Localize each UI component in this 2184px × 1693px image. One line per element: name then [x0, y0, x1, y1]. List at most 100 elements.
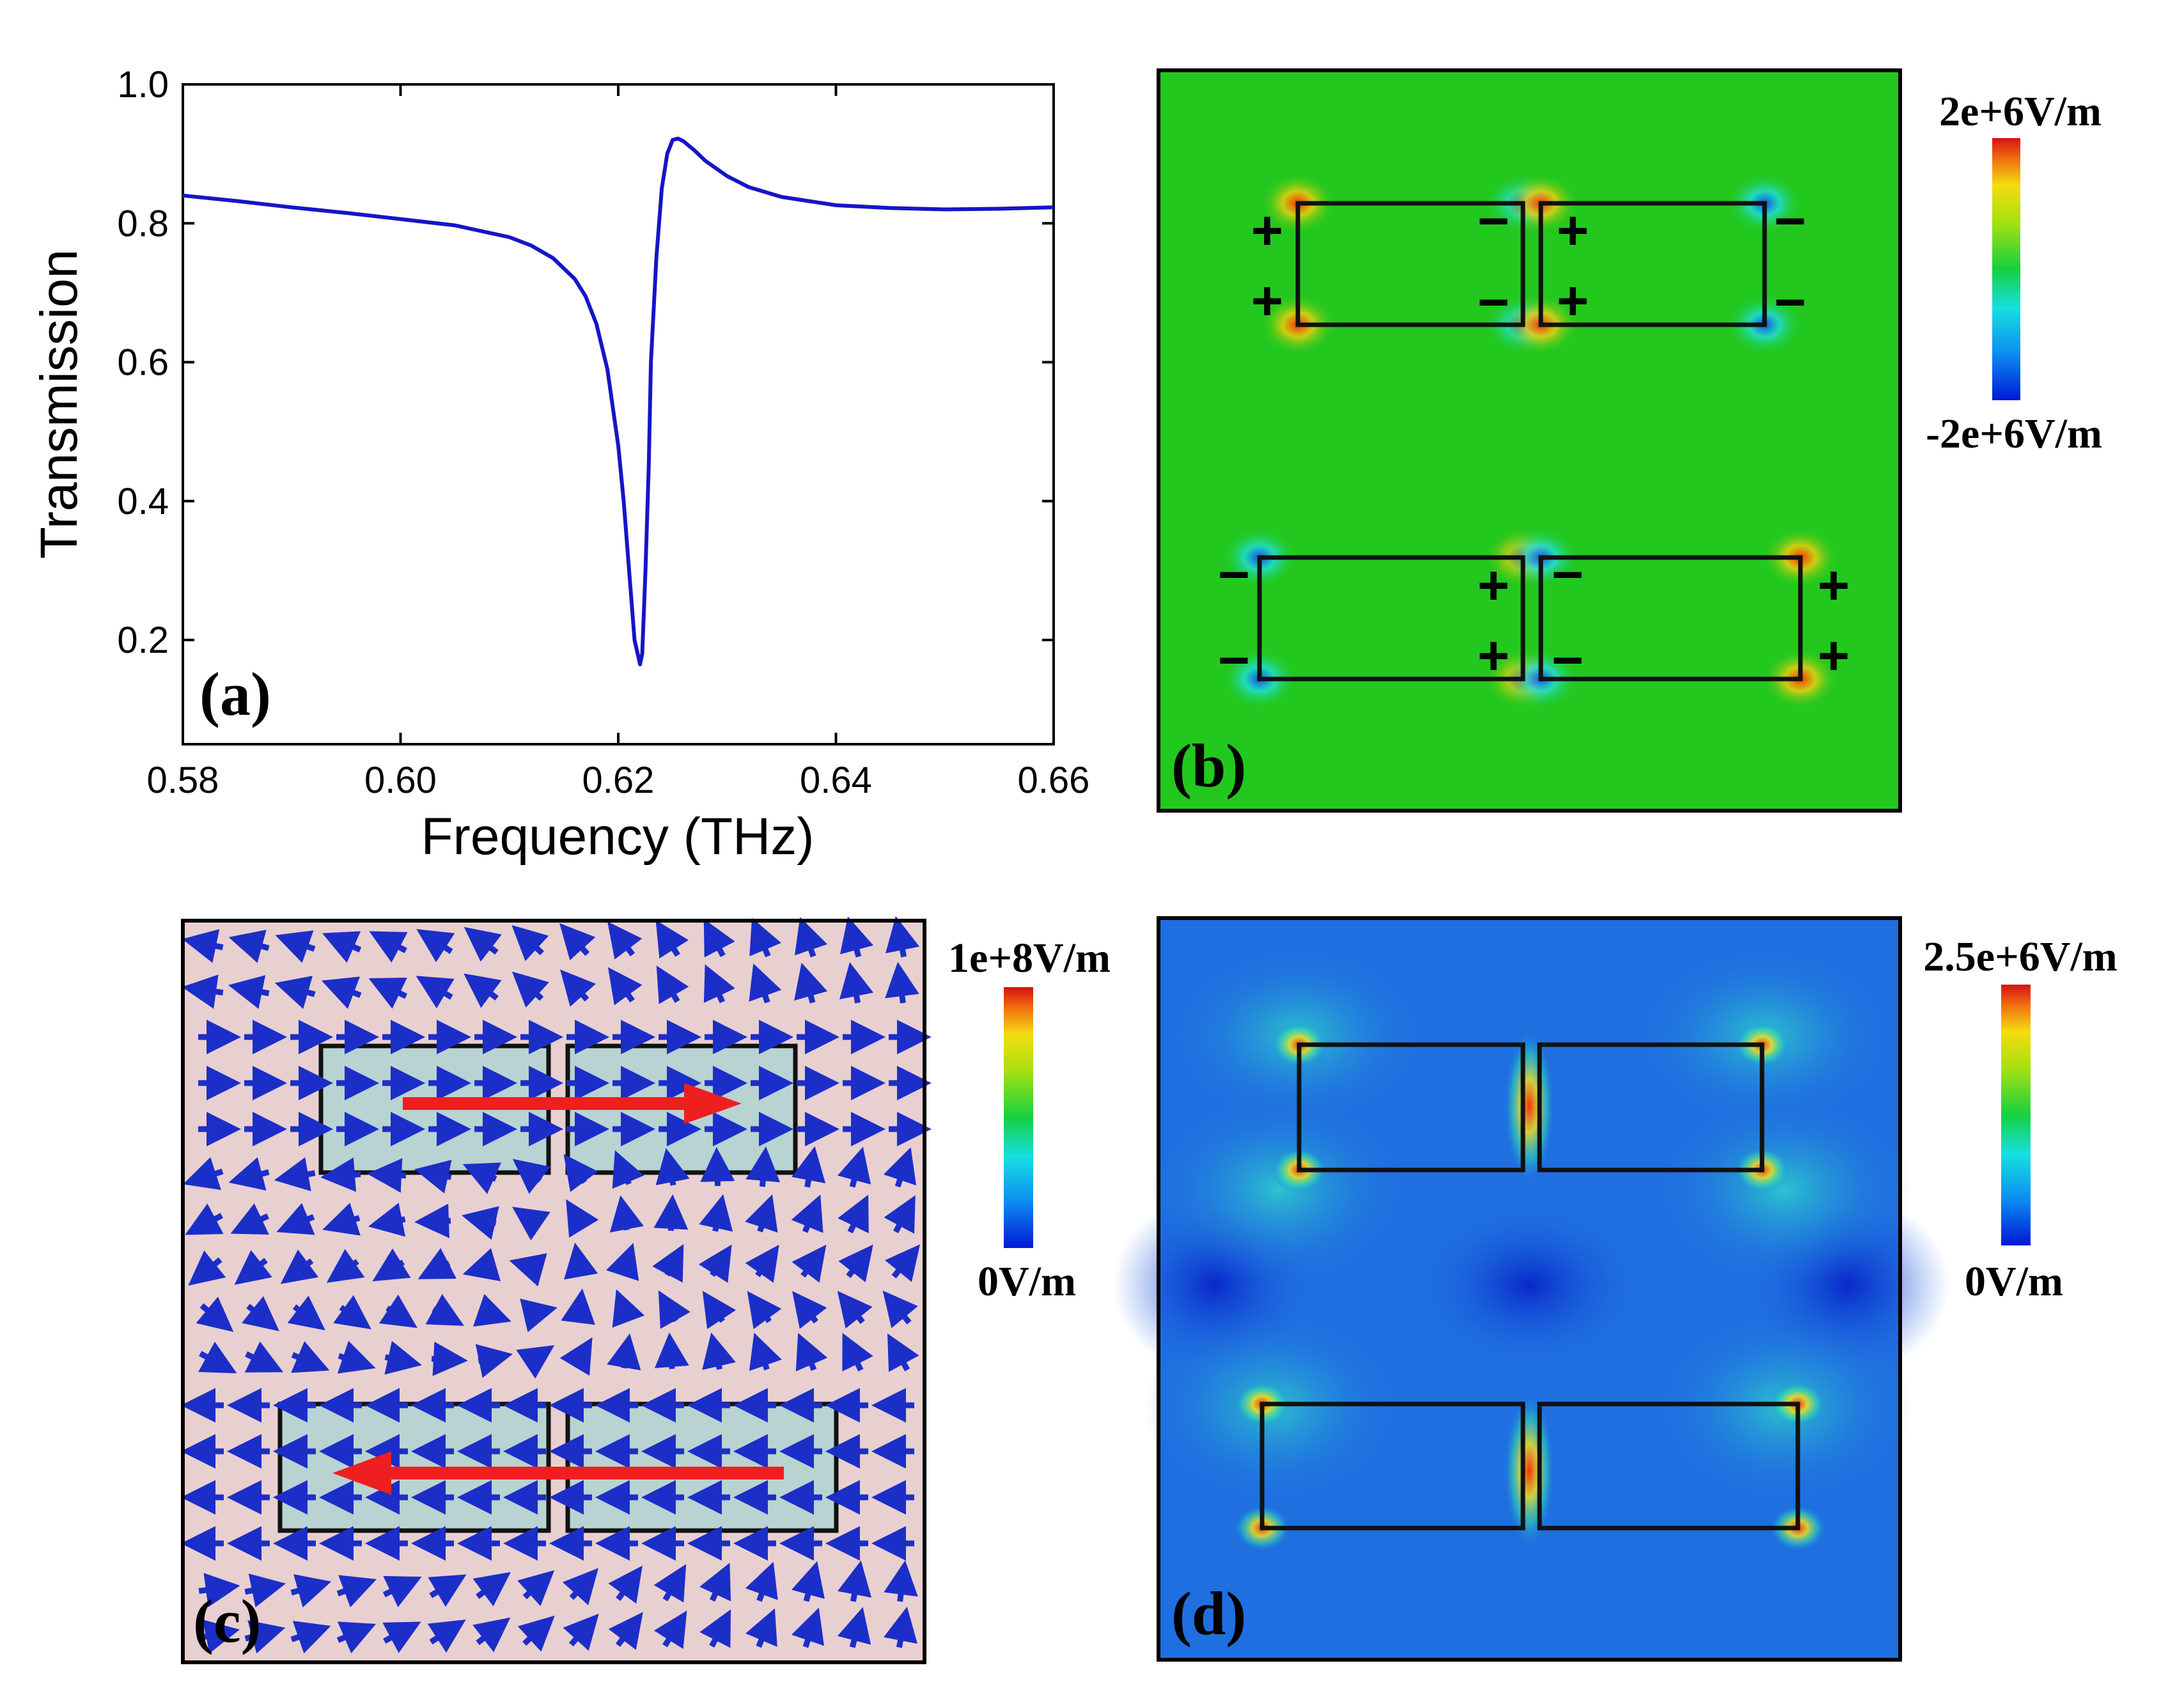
field-vector-arrow: [464, 926, 502, 962]
current-arrows: [332, 1083, 784, 1495]
field-vector-arrow: [188, 1250, 226, 1286]
field-vector-arrow: [791, 1194, 823, 1233]
resonator-block: [1257, 555, 1525, 682]
field-vector-arrow: [274, 976, 316, 1010]
field-vector-arrow: [562, 1568, 599, 1605]
field-vector-arrow: [516, 1345, 555, 1379]
field-vector-arrow: [838, 1194, 869, 1234]
field-vector-arrow: [653, 1194, 689, 1231]
resonator-block: [1537, 1042, 1765, 1173]
field-vector-arrow: [321, 976, 362, 1010]
field-vector-arrow: [234, 1250, 272, 1285]
field-vector-arrow: [320, 1157, 361, 1192]
field-vector-arrow: [702, 1291, 737, 1329]
field-vector-arrow: [794, 917, 828, 958]
field-vector-arrow: [185, 1203, 224, 1235]
field-vector-arrow: [230, 1203, 270, 1235]
field-vector-arrow: [326, 1249, 365, 1283]
y-tick-label: 0.2: [117, 620, 169, 661]
plus-sign: +: [1818, 625, 1850, 687]
field-vector-arrow: [792, 1244, 827, 1283]
field-vector-arrow: [369, 931, 408, 963]
colorbar-d-max: 2.5e+6V/m: [1923, 933, 2117, 980]
field-vector-arrow: [612, 1150, 644, 1189]
field-vector-arrow: [183, 1157, 224, 1190]
field-vector-arrow: [416, 976, 455, 1009]
field-vector-arrow: [655, 1148, 690, 1186]
field-vector-arrow: [511, 1206, 550, 1241]
plus-sign: +: [1478, 625, 1509, 687]
field-vector-arrow: [291, 1341, 330, 1373]
colorbar-c-max: 1e+8V/m: [948, 935, 1111, 981]
minus-sign: −: [1774, 272, 1806, 333]
field-vector-arrow: [884, 1560, 918, 1602]
field-vector-arrow: [838, 1244, 873, 1283]
field-vector-arrow: [566, 1199, 599, 1238]
field-c-frame: [181, 919, 926, 1664]
field-vector-arrow: [563, 1613, 599, 1651]
field-vector-arrow: [322, 931, 362, 963]
field-vector-arrow: [520, 1299, 558, 1332]
field-vector-arrow: [792, 1291, 827, 1329]
x-axis-label: Frequency (THz): [421, 807, 814, 866]
field-vector-arrow: [198, 1619, 240, 1654]
field-vector-arrow: [290, 1574, 332, 1608]
field-vector-arrow: [791, 1607, 825, 1648]
chart-plot-frame: [182, 83, 1055, 745]
x-tick-label: 0.60: [364, 760, 437, 801]
resonator-block: [1538, 555, 1803, 682]
field-vector-arrow: [472, 1572, 511, 1607]
colorbar-b-max: 2e+6V/m: [1939, 88, 2102, 135]
minus-sign: −: [1478, 191, 1509, 252]
plus-sign: +: [1818, 555, 1850, 616]
field-vector-arrow: [609, 1195, 644, 1233]
plus-sign: +: [1478, 555, 1509, 616]
field-vector-arrow: [511, 925, 549, 962]
transmission-chart: 0.2 0.4 0.6 0.8 1.0 0.58 0.60 0.62 0.64 0.66 Tra…: [30, 64, 1089, 866]
field-vector-arrow: [698, 1244, 732, 1283]
plus-sign: +: [1251, 200, 1283, 261]
field-vector-arrow: [654, 1332, 689, 1369]
field-vector-arrow: [561, 1288, 595, 1325]
x-tick-label: 0.58: [147, 760, 219, 801]
field-vector-arrow: [607, 1333, 641, 1371]
x-tick-label: 0.62: [582, 760, 655, 801]
field-vector-arrow: [885, 916, 920, 958]
field-vector-arrow: [425, 1294, 464, 1326]
plus-sign: +: [1557, 200, 1589, 261]
field-vector-arrow: [384, 1341, 422, 1375]
field-vector-arrow: [884, 1195, 916, 1234]
field-vector-arrow: [382, 1621, 421, 1653]
field-vector-arrow: [842, 1332, 873, 1372]
colorbar-d: [2001, 985, 2031, 1245]
x-tick-label: 0.64: [800, 760, 872, 801]
panel-label-b: (b): [1171, 731, 1246, 800]
field-vector-arrow: [196, 1296, 234, 1332]
field-vector-arrow: [837, 1290, 873, 1329]
field-vector-arrow: [290, 1621, 331, 1654]
field-vectors: [181, 916, 932, 1654]
field-vector-arrow: [462, 1162, 502, 1194]
current-arrowhead-right: [684, 1083, 742, 1124]
field-vector-arrow: [745, 1608, 777, 1648]
field-vector-arrow: [656, 965, 689, 1004]
plus-sign: +: [1557, 270, 1589, 332]
field-vector-arrow: [512, 1159, 551, 1194]
field-vector-arrow: [794, 962, 828, 1004]
field-vector-arrow: [336, 1575, 377, 1608]
field-vector-arrow: [244, 1573, 286, 1608]
field-vector-arrow: [883, 1606, 917, 1648]
panel-label-c: (c): [193, 1587, 261, 1655]
field-vector-arrow: [747, 1291, 782, 1329]
field-vector-arrow: [274, 1157, 316, 1192]
field-vector-arrow: [795, 1332, 828, 1371]
field-d-features: [1112, 946, 1950, 1551]
field-vector-arrow: [228, 930, 270, 964]
field-vector-arrow: [745, 1561, 778, 1602]
field-vector-arrow: [182, 974, 224, 1009]
field-vector-arrow: [564, 1242, 598, 1280]
minus-sign: −: [1218, 630, 1250, 691]
field-vector-arrow: [607, 921, 643, 960]
field-vector-arrow: [883, 1147, 917, 1188]
field-vector-arrow: [322, 1203, 361, 1236]
